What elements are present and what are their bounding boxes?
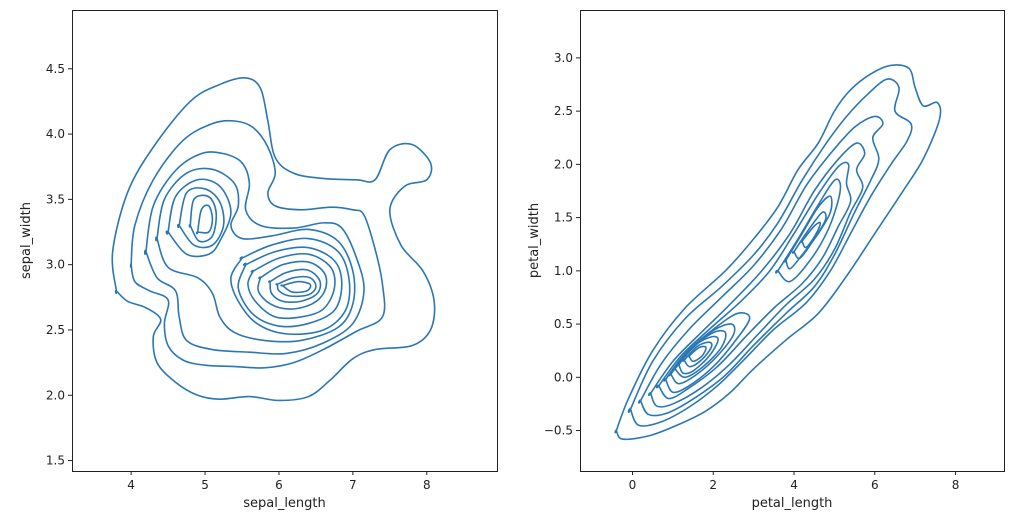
contour-level-10 <box>247 252 336 320</box>
y-tick-label: 2.5 <box>554 104 573 118</box>
contour-group <box>111 77 436 402</box>
y-axis-label: sepal_width <box>19 202 34 279</box>
y-tick-label: 2.0 <box>554 157 573 171</box>
y-tick-label: 1.5 <box>46 454 65 468</box>
y-tick-label: 4.5 <box>46 62 65 76</box>
y-tick-label: 2.5 <box>46 323 65 337</box>
kde-panel-sepal: 4 5 6 7 8 1.5 2.0 2.5 3.0 3.5 4.0 4.5 sepal_length se… <box>19 10 498 511</box>
x-tick-label: 6 <box>275 478 283 492</box>
contour-level-6 <box>230 237 351 336</box>
contour-level-8 <box>237 246 343 328</box>
contour-level-15 <box>280 280 312 294</box>
x-tick-label: 5 <box>201 478 209 492</box>
contour-level-14 <box>682 341 713 368</box>
y-tick-label: 1.5 <box>554 211 573 225</box>
y-tick-label: 3.0 <box>46 258 65 272</box>
contour-group <box>614 64 942 441</box>
contour-level-13 <box>268 268 322 304</box>
contour-level-12 <box>257 260 328 310</box>
kde-panel-petal: 0 2 4 6 8 −0.5 0.0 0.5 1.0 1.5 2.0 2.5 3.0 petal_leng… <box>527 10 1005 511</box>
y-tick-label: 4.0 <box>46 127 65 141</box>
axes-frame <box>580 10 1005 472</box>
contour-level-4 <box>647 142 866 408</box>
contour-level-9 <box>188 194 218 243</box>
x-tick-label: 6 <box>871 478 879 492</box>
contour-level-7 <box>176 187 225 249</box>
contour-level-1 <box>614 64 942 441</box>
contour-level-2 <box>627 78 913 427</box>
contour-level-5 <box>165 178 232 258</box>
contour-level-11 <box>195 204 214 235</box>
contour-level-4 <box>155 167 356 343</box>
y-tick-label: 2.0 <box>46 388 65 402</box>
contour-level-5 <box>655 161 852 400</box>
x-tick-label: 7 <box>349 478 357 492</box>
contour-level-14 <box>275 275 317 298</box>
contour-level-3 <box>637 115 884 417</box>
contour-level-15 <box>687 345 707 363</box>
contour-level-12 <box>800 221 822 249</box>
x-tick-label: 4 <box>127 478 135 492</box>
contour-level-10 <box>791 211 827 260</box>
y-tick-label: −0.5 <box>544 424 573 438</box>
axes-frame <box>72 10 498 472</box>
y-tick-label: 1.0 <box>554 264 573 278</box>
x-axis-label: sepal_length <box>243 496 326 511</box>
y-axis-label: petal_width <box>527 203 542 278</box>
y-tick-label: 0.0 <box>554 370 573 384</box>
x-axis-label: petal_length <box>752 496 833 511</box>
contour-level-1 <box>111 77 436 402</box>
x-tick-label: 2 <box>709 478 717 492</box>
contour-level-7 <box>663 312 751 394</box>
x-tick-label: 8 <box>423 478 431 492</box>
x-tick-label: 4 <box>790 478 798 492</box>
x-tick-label: 8 <box>952 478 960 492</box>
x-tick-label: 0 <box>629 478 637 492</box>
contour-level-3 <box>143 151 365 355</box>
contour-level-13 <box>676 335 719 375</box>
contour-level-8 <box>783 195 833 270</box>
contour-level-2 <box>129 119 386 369</box>
y-tick-label: 3.5 <box>46 192 65 206</box>
y-tick-label: 3.0 <box>554 51 573 65</box>
y-tick-label: 0.5 <box>554 317 573 331</box>
